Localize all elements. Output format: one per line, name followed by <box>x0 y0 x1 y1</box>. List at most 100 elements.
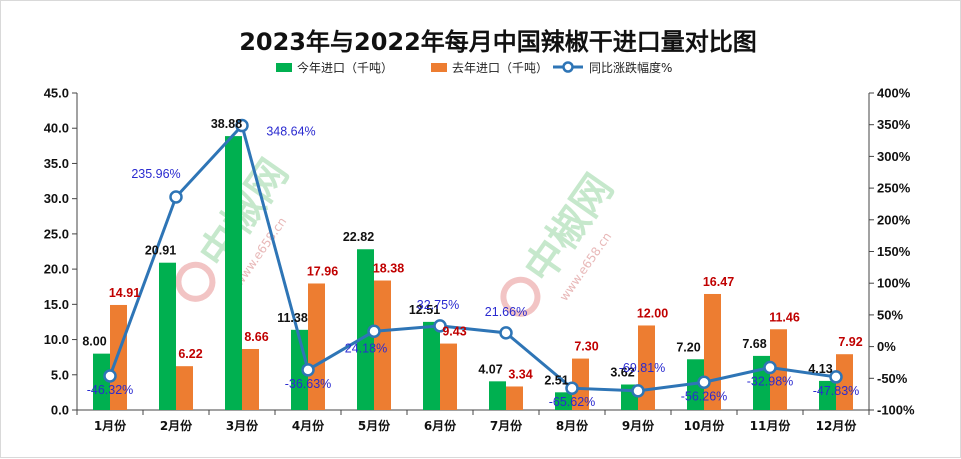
label-previous-year: 18.38 <box>373 262 404 276</box>
line-layer <box>103 118 843 398</box>
bar-previous-year <box>308 283 325 410</box>
label-current-year: 7.20 <box>676 340 700 354</box>
right-tick-label: 300% <box>877 149 911 164</box>
yoy-point <box>499 326 513 340</box>
right-tick-label: 50% <box>877 307 903 322</box>
label-yoy-change: -47.83% <box>813 384 860 398</box>
bar-current-year <box>93 353 110 410</box>
left-tick-label: 20.0 <box>44 262 69 277</box>
bar-previous-year <box>440 343 457 410</box>
right-tick-label: 200% <box>877 212 911 227</box>
label-current-year: 38.88 <box>211 117 242 131</box>
label-yoy-change: -36.63% <box>285 377 332 391</box>
right-tick-label: 350% <box>877 117 911 132</box>
yoy-point <box>103 369 117 383</box>
label-previous-year: 8.66 <box>244 330 268 344</box>
label-current-year: 4.07 <box>478 362 502 376</box>
label-yoy-change: 24.18% <box>345 341 387 355</box>
x-tick-label: 3月份 <box>226 418 259 433</box>
label-previous-year: 17.96 <box>307 264 338 278</box>
yoy-change-line <box>108 122 837 393</box>
x-tick-label: 1月份 <box>94 418 127 433</box>
label-current-year: 8.00 <box>82 335 106 349</box>
yoy-point <box>763 360 777 375</box>
axes: 0.0 5.0 10.0 15.0 20.0 25.0 30.0 35.0 40.0 45.0 -1… <box>44 86 915 434</box>
yoy-point <box>631 384 645 398</box>
x-tick-label: 5月份 <box>358 418 391 433</box>
label-current-year: 11.38 <box>277 311 308 325</box>
left-tick-label: 45.0 <box>44 86 69 101</box>
x-tick-label: 8月份 <box>556 418 589 433</box>
label-previous-year: 9.43 <box>442 325 466 339</box>
x-tick-label: 2月份 <box>160 418 193 433</box>
left-tick-label: 0.0 <box>51 403 69 418</box>
label-yoy-change: 32.75% <box>417 298 459 312</box>
label-current-year: 7.68 <box>742 337 766 351</box>
right-tick-label: -50% <box>877 371 908 386</box>
label-yoy-change: 235.96% <box>131 167 180 181</box>
label-yoy-change: 21.66% <box>485 305 527 319</box>
right-tick-label: -100% <box>877 403 915 418</box>
data-labels: 8.00 14.91 20.91 6.22 38.88 8.66 11.38 17.96 22.… <box>82 117 862 409</box>
yoy-point <box>433 319 447 333</box>
bar-previous-year <box>572 358 589 410</box>
legend-marker-yoy <box>562 61 574 73</box>
label-yoy-change: -65.62% <box>549 395 596 409</box>
right-tick-label: 250% <box>877 181 911 196</box>
legend-label-previous: 去年进口（千吨） <box>452 61 548 75</box>
x-tick-label: 4月份 <box>292 418 325 433</box>
watermark-logo-icon <box>500 276 541 317</box>
legend-label-yoy: 同比涨跌幅度% <box>589 60 672 75</box>
label-yoy-change: 348.64% <box>266 125 315 139</box>
bar-current-year <box>423 321 440 410</box>
x-tick-label: 9月份 <box>622 418 655 433</box>
label-yoy-change: -32.98% <box>747 375 794 389</box>
bar-previous-year <box>506 386 523 410</box>
bar-previous-year <box>242 348 259 410</box>
left-tick-label: 10.0 <box>44 332 69 347</box>
left-tick-label: 30.0 <box>44 191 69 206</box>
yoy-point <box>829 370 843 384</box>
x-tick-label: 12月份 <box>816 418 858 433</box>
label-current-year: 3.62 <box>610 365 634 379</box>
left-tick-label: 40.0 <box>44 121 69 136</box>
yoy-point <box>367 324 381 339</box>
right-tick-label: 100% <box>877 276 911 291</box>
label-previous-year: 6.22 <box>178 347 202 361</box>
watermark-brand: 中椒网 <box>516 166 623 291</box>
yoy-point <box>169 190 183 204</box>
yoy-point <box>697 375 711 390</box>
label-yoy-change: -56.26% <box>681 389 728 403</box>
bar-previous-year <box>176 366 193 410</box>
bar-previous-year <box>374 280 391 410</box>
left-tick-label: 5.0 <box>51 367 69 382</box>
label-previous-year: 12.00 <box>637 306 668 320</box>
label-previous-year: 14.91 <box>109 286 140 300</box>
yoy-point <box>301 363 315 377</box>
label-current-year: 2.51 <box>544 373 568 387</box>
label-current-year: 20.91 <box>145 244 176 258</box>
label-previous-year: 11.46 <box>769 310 800 324</box>
label-previous-year: 7.30 <box>574 340 598 354</box>
left-tick-label: 15.0 <box>44 297 69 312</box>
label-previous-year: 16.47 <box>703 275 734 289</box>
label-current-year: 4.13 <box>808 362 832 376</box>
legend-swatch-previous <box>431 63 447 72</box>
bar-current-year <box>489 381 506 410</box>
right-tick-label: 0% <box>877 339 896 354</box>
x-tick-label: 10月份 <box>684 418 726 433</box>
chart-title: 2023年与2022年每月中国辣椒干进口量对比图 <box>239 28 757 56</box>
right-tick-label: 150% <box>877 244 911 259</box>
bar-previous-year <box>110 304 127 410</box>
watermark-logo-icon <box>175 261 216 302</box>
label-previous-year: 3.34 <box>508 367 532 381</box>
yoy-point <box>565 381 579 395</box>
legend-label-current: 今年进口（千吨） <box>297 60 393 75</box>
right-tick-label: 400% <box>877 86 911 101</box>
left-tick-label: 25.0 <box>44 226 69 241</box>
x-tick-label: 7月份 <box>490 418 523 433</box>
left-tick-label: 35.0 <box>44 156 69 171</box>
bar-previous-year <box>836 354 853 410</box>
